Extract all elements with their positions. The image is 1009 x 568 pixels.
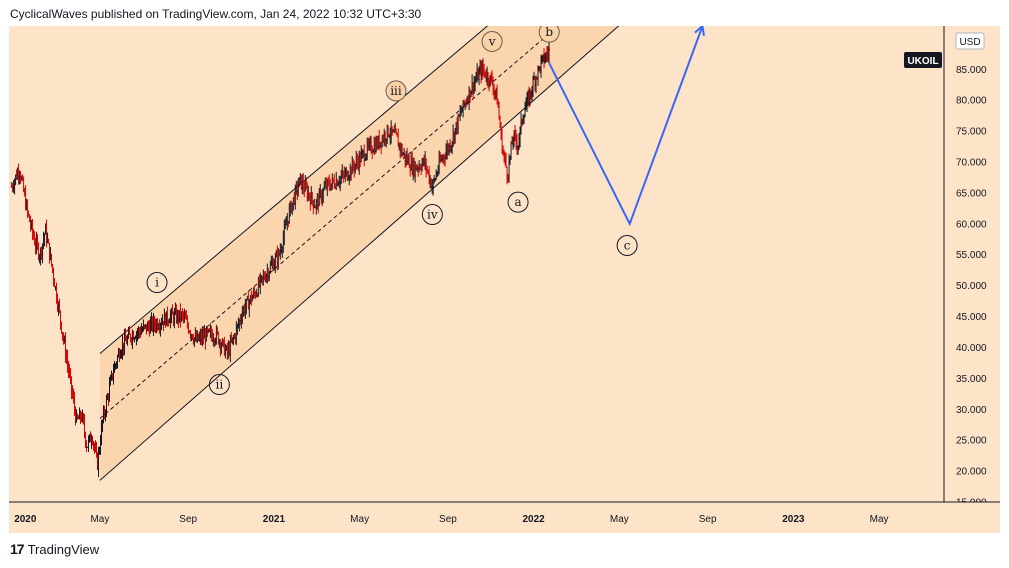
tradingview-logo-icon: 17	[10, 541, 25, 557]
time-tick-label: Sep	[439, 514, 457, 525]
time-tick-label: Sep	[699, 514, 717, 525]
price-tick-label: 55.000	[956, 250, 987, 261]
time-axis: 2020 May Sep 2021 May Sep 2022 May Sep 2023 May	[9, 501, 1000, 533]
projection-arrowhead	[694, 26, 705, 37]
wave-label-circle	[507, 191, 529, 213]
price-tick-label: 85.000	[956, 65, 987, 76]
price-tick-label: 30.000	[956, 405, 987, 416]
price-tick-label: 35.000	[956, 374, 987, 385]
symbol-badge-text: UKOIL	[907, 56, 938, 67]
wave-label-iv: iv	[421, 204, 443, 226]
tradingview-brand: TradingView	[27, 541, 100, 557]
channel-midline	[99, 28, 555, 419]
wave-label-b: b	[538, 26, 560, 43]
wave-label-circle	[146, 272, 168, 294]
wave-label-v: v	[481, 30, 503, 52]
time-tick-label: May	[90, 514, 109, 525]
channel-fill	[99, 26, 619, 481]
wave-label-circle	[616, 234, 638, 256]
price-tick-label: 50.000	[956, 281, 987, 292]
wave-label-iii: iii	[385, 80, 407, 102]
wave-label-text: c	[624, 238, 631, 252]
time-tick-label: 2020	[14, 514, 37, 525]
channel-upper-line	[99, 26, 489, 355]
candles-layer	[10, 41, 551, 478]
time-tick-label: May	[350, 514, 369, 525]
currency-label: USD	[955, 32, 985, 50]
price-tick-label: 75.000	[956, 127, 987, 138]
wave-label-c: c	[616, 234, 638, 256]
price-tick-label: 40.000	[956, 343, 987, 354]
time-tick-label: Sep	[179, 514, 197, 525]
publisher-header: CyclicalWaves published on TradingView.c…	[10, 7, 422, 21]
wave-label-circle	[538, 26, 560, 43]
symbol-badge: UKOIL	[904, 52, 942, 68]
price-tick-label: 20.000	[956, 467, 987, 478]
wave-label-text: ii	[216, 378, 224, 392]
projection-layer	[548, 26, 705, 227]
wave-label-circle	[421, 204, 443, 226]
wave-label-circle	[385, 80, 407, 102]
price-tick-label: 25.000	[956, 436, 987, 447]
wave-label-circle	[208, 374, 230, 396]
price-tick-label: 80.000	[956, 96, 987, 107]
time-tick-label: 2021	[263, 514, 286, 525]
symbol-badge-bg	[904, 52, 942, 68]
wave-label-i: i	[146, 272, 168, 294]
time-tick-label: 2023	[782, 514, 805, 525]
wave-label-text: a	[514, 195, 521, 209]
wave-label-text: iv	[427, 208, 438, 222]
wave-label-text: b	[545, 26, 553, 39]
price-tick-label: 65.000	[956, 188, 987, 199]
price-tick-label: 70.000	[956, 158, 987, 169]
time-axis-bg	[9, 502, 1000, 533]
price-tick-label: 60.000	[956, 219, 987, 230]
tradingview-footer[interactable]: 17 TradingView	[10, 541, 99, 557]
wave-label-text: i	[155, 276, 159, 290]
price-tick-label: 45.000	[956, 312, 987, 323]
projection-path	[548, 26, 704, 227]
price-axis-bg	[944, 26, 1000, 533]
wave-label-ii: ii	[208, 374, 230, 396]
currency-text: USD	[959, 37, 980, 48]
time-tick-label: May	[870, 514, 889, 525]
price-axis: 15.00020.00025.00030.00035.00040.00045.0…	[904, 26, 1000, 533]
channel-layer	[99, 26, 620, 481]
channel-lower-line	[99, 26, 620, 481]
time-tick-label: 2022	[523, 514, 546, 525]
wave-label-text: v	[488, 34, 496, 48]
currency-badge	[955, 32, 985, 50]
time-tick-label: May	[610, 514, 629, 525]
wave-label-text: iii	[390, 84, 402, 98]
wave-label-circle	[481, 30, 503, 52]
wave-label-a: a	[507, 191, 529, 213]
candle	[548, 41, 551, 63]
